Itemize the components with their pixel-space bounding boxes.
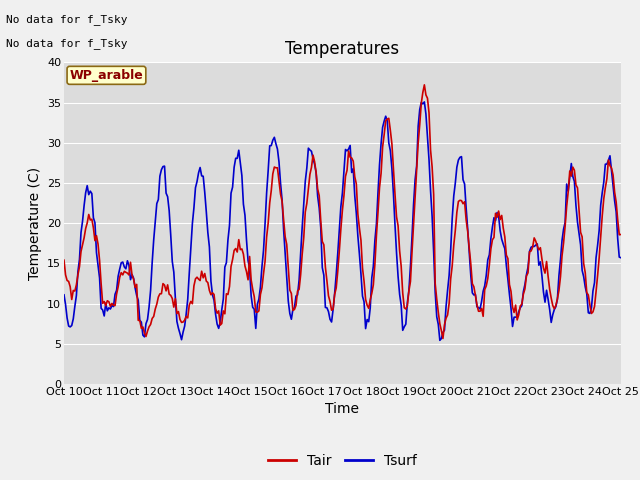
Tair [377,170,385,176]
Text: No data for f_Tsky: No data for f_Tsky [6,38,128,49]
Tsurf [164,194,172,200]
Tair [164,282,172,288]
Tair [420,82,428,88]
Tair [396,248,403,254]
Tsurf [60,292,68,298]
Text: WP_arable: WP_arable [70,69,143,82]
Tair [439,336,447,341]
Tsurf [552,304,559,310]
Y-axis label: Temperature (C): Temperature (C) [28,167,42,280]
Tair [76,264,83,270]
Tair [408,249,416,255]
Tsurf [617,255,625,261]
Tsurf [408,234,416,240]
Line: Tsurf: Tsurf [64,102,621,340]
Tair [60,257,68,263]
Legend: Tair, Tsurf: Tair, Tsurf [262,448,422,474]
Tsurf [420,99,428,105]
Tair [617,231,625,237]
Text: No data for f_Tsky: No data for f_Tsky [6,14,128,25]
Title: Temperatures: Temperatures [285,40,399,58]
Tair [552,303,559,309]
Tsurf [396,291,403,297]
Tsurf [76,257,83,263]
Tsurf [377,141,385,146]
Tsurf [436,337,444,343]
Line: Tair: Tair [64,85,621,338]
X-axis label: Time: Time [325,402,360,416]
